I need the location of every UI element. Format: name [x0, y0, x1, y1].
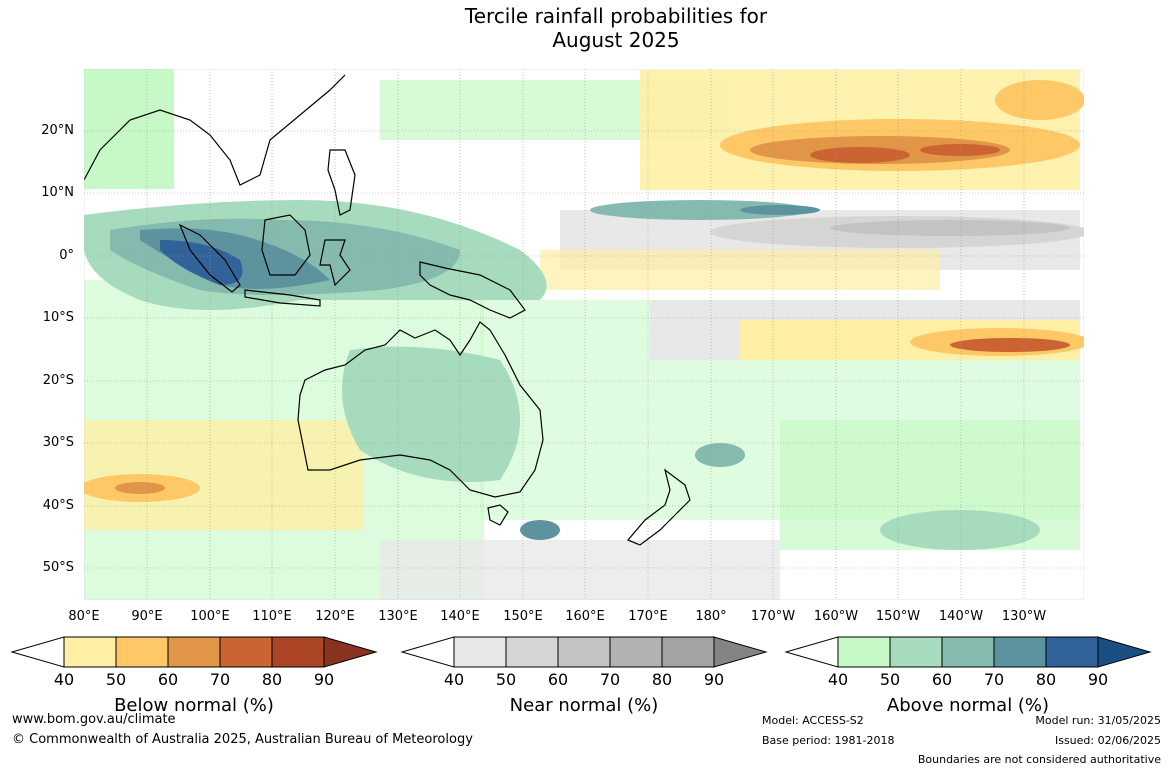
colorbar-above-segment	[941, 636, 995, 668]
lon-label: 110°E	[252, 609, 292, 624]
colorbar-below-tick-label: 60	[157, 670, 179, 689]
chart-title: Tercile rainfall probabilities for Augus…	[0, 4, 1173, 52]
footer-issued: Issued: 02/06/2025	[1054, 734, 1161, 747]
new-guinea-coast	[419, 261, 526, 319]
lat-label: 30°S	[42, 435, 74, 450]
colorbar-below-tick-label: 90	[313, 670, 335, 689]
colorbar-near-tick-label: 80	[651, 670, 673, 689]
new-zealand-coast	[627, 468, 691, 546]
colorbar-near-low-triangle	[400, 636, 455, 668]
colorbar-above-tick-label: 90	[1087, 670, 1109, 689]
footer-model: Model: ACCESS-S2	[762, 714, 864, 727]
footer-boundaries: Boundaries are not considered authoritat…	[917, 753, 1161, 766]
lon-label: 80°E	[68, 609, 100, 624]
lat-label: 50°S	[42, 560, 74, 575]
lon-label: 130°W	[1001, 609, 1047, 624]
lat-label: 10°N	[41, 185, 74, 200]
lon-label: 120°E	[315, 609, 355, 624]
colorbar-above-low-triangle	[784, 636, 839, 668]
tasmania-coast	[487, 504, 509, 526]
lon-label: 130°E	[378, 609, 418, 624]
colorbar-near-segment	[453, 636, 507, 668]
colorbar-above-high-triangle	[1097, 636, 1152, 668]
colorbar-below-segment	[219, 636, 273, 668]
colorbar-below-tick-label: 80	[261, 670, 283, 689]
colorbar-near-tick-label: 60	[547, 670, 569, 689]
lon-label: 150°W	[875, 609, 921, 624]
java-coast	[244, 289, 321, 307]
colorbar-near-high-triangle	[713, 636, 768, 668]
colorbar-near-tick-label: 70	[599, 670, 621, 689]
colorbar-above-segment	[993, 636, 1047, 668]
colorbar-above-segment	[837, 636, 891, 668]
lon-label: 90°E	[131, 609, 163, 624]
footer-url[interactable]: www.bom.gov.au/climate	[12, 712, 176, 727]
footer-copyright: © Commonwealth of Australia 2025, Austra…	[12, 732, 473, 747]
australia-coast	[297, 321, 544, 498]
colorbar-below-tick-label: 40	[53, 670, 75, 689]
lon-label: 180°	[695, 609, 727, 624]
lat-label: 20°S	[42, 373, 74, 388]
colorbar-legends	[10, 636, 1152, 668]
colorbar-below-tick-label: 50	[105, 670, 127, 689]
lat-label: 40°S	[42, 498, 74, 513]
footer-model-run: Model run: 31/05/2025	[1035, 714, 1161, 727]
colorbar-below-segment	[167, 636, 221, 668]
lon-label: 140°E	[440, 609, 480, 624]
asia-coast	[84, 74, 346, 186]
legend-title-above: Above normal (%)	[886, 695, 1050, 716]
title-line-1: Tercile rainfall probabilities for	[464, 4, 768, 28]
colorbar-above-segment	[1045, 636, 1099, 668]
lon-label: 160°E	[565, 609, 605, 624]
patches-above	[84, 200, 1040, 550]
colorbar-near-segment	[557, 636, 611, 668]
colorbar-near-tick-label: 90	[703, 670, 725, 689]
philippines-coast	[327, 149, 356, 216]
colorbar-near-segment	[661, 636, 715, 668]
legend-title-below: Below normal (%)	[114, 695, 274, 716]
colorbar-above-tick-label: 80	[1035, 670, 1057, 689]
colorbar-below-segment	[115, 636, 169, 668]
sulawesi-coast	[319, 239, 351, 287]
colorbar-below-tick-label: 70	[209, 670, 231, 689]
colorbar-near-segment	[609, 636, 663, 668]
borneo-coast	[261, 214, 311, 276]
legend-title-near: Near normal (%)	[509, 695, 659, 716]
colorbar-above-tick-label: 40	[827, 670, 849, 689]
title-line-2: August 2025	[552, 28, 680, 52]
probability-map	[84, 69, 1084, 600]
colorbar-above-segment	[889, 636, 943, 668]
colorbar-above-tick-label: 70	[983, 670, 1005, 689]
lon-label: 100°E	[190, 609, 230, 624]
colorbar-below-segment	[271, 636, 325, 668]
coastlines	[84, 74, 691, 546]
lat-label: 0°	[59, 248, 74, 263]
colorbar-near-tick-label: 40	[443, 670, 465, 689]
sumatra-coast	[178, 223, 241, 293]
colorbar-below-low-triangle	[10, 636, 65, 668]
footer-base-period: Base period: 1981-2018	[762, 734, 895, 747]
colorbar-below-high-triangle	[323, 636, 378, 668]
colorbar-above-tick-label: 60	[931, 670, 953, 689]
lat-label: 10°S	[42, 310, 74, 325]
colorbar-above-tick-label: 50	[879, 670, 901, 689]
lat-label: 20°N	[41, 123, 74, 138]
colorbar-near-tick-label: 50	[495, 670, 517, 689]
colorbar-below-segment	[63, 636, 117, 668]
lon-label: 150°E	[503, 609, 543, 624]
lon-label: 170°W	[750, 609, 796, 624]
lon-label: 160°W	[813, 609, 859, 624]
lon-label: 140°W	[938, 609, 984, 624]
patches-below	[84, 80, 1084, 502]
colorbar-near-segment	[505, 636, 559, 668]
lon-label: 170°E	[628, 609, 668, 624]
patches-near	[710, 216, 1084, 248]
